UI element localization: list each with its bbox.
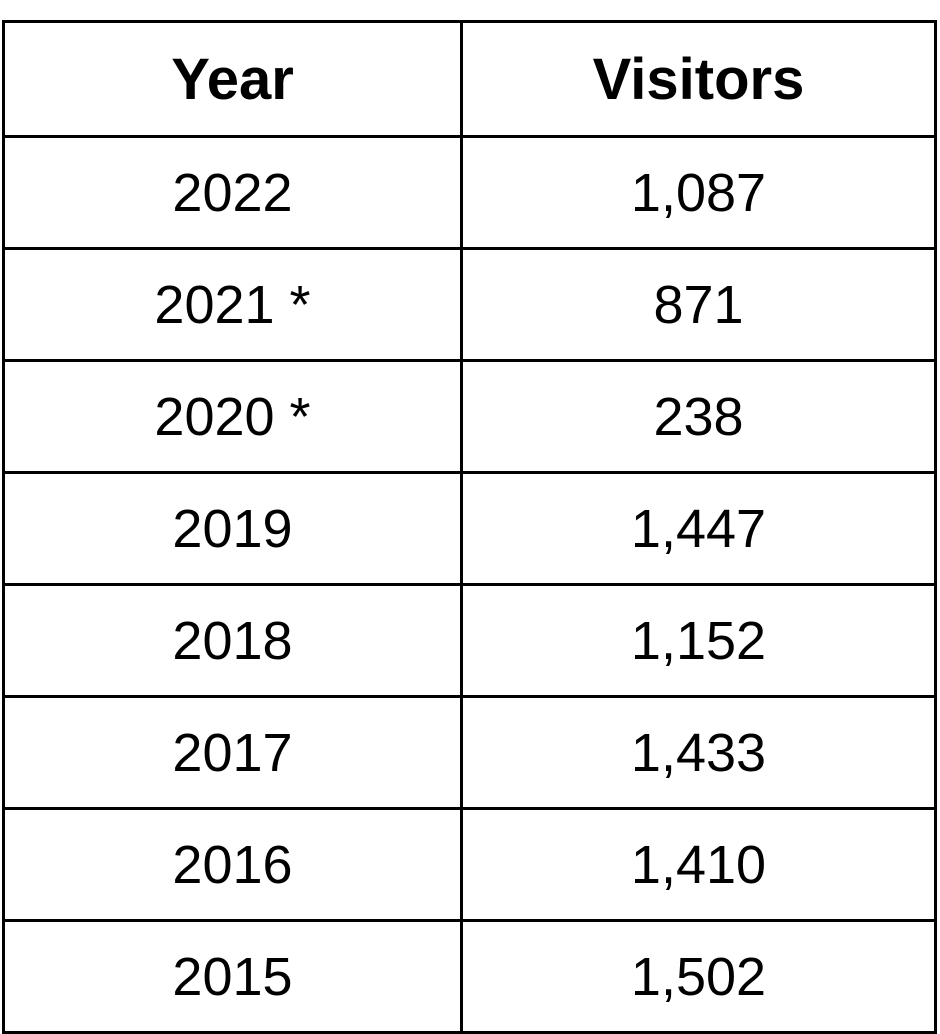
header-row: Year Visitors [2, 20, 937, 138]
visitors-cell: 871 [460, 247, 937, 362]
year-cell: 2016 [2, 807, 463, 922]
table-row: 2020 * 238 [2, 359, 937, 474]
visitors-cell: 1,087 [460, 135, 937, 250]
table-row: 2017 1,433 [2, 695, 937, 810]
table-body: 2022 1,087 2021 * 871 2020 * 238 2019 1,447 2018… [2, 135, 937, 1034]
visitors-cell: 1,152 [460, 583, 937, 698]
year-cell: 2020 * [2, 359, 463, 474]
year-cell: 2018 [2, 583, 463, 698]
table-row: 2019 1,447 [2, 471, 937, 586]
header-cell: Year [2, 20, 463, 138]
table-row: 2016 1,410 [2, 807, 937, 922]
visitors-cell: 238 [460, 359, 937, 474]
header-cell: Visitors [460, 20, 937, 138]
table-row: 2022 1,087 [2, 135, 937, 250]
table-row: 2021 * 871 [2, 247, 937, 362]
visitors-cell: 1,502 [460, 919, 937, 1034]
visitors-table: Year Visitors 2022 1,087 2021 * 871 2020 * 23… [2, 20, 937, 1034]
year-cell: 2022 [2, 135, 463, 250]
visitors-cell: 1,410 [460, 807, 937, 922]
table-header: Year Visitors [2, 20, 937, 138]
year-cell: 2021 * [2, 247, 463, 362]
year-cell: 2017 [2, 695, 463, 810]
year-cell: 2019 [2, 471, 463, 586]
visitors-cell: 1,447 [460, 471, 937, 586]
table-row: 2018 1,152 [2, 583, 937, 698]
visitors-cell: 1,433 [460, 695, 937, 810]
year-cell: 2015 [2, 919, 463, 1034]
table-row: 2015 1,502 [2, 919, 937, 1034]
